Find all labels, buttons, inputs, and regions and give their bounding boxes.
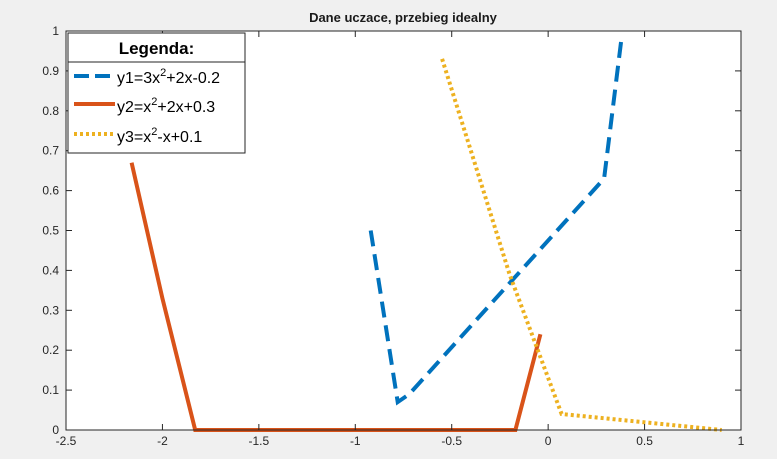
legend-entry-y1-base: y1=3x bbox=[117, 70, 160, 87]
legend-entry-y3: y3=x2-x+0.1 bbox=[117, 126, 202, 146]
legend-entry-y1-sup: 2 bbox=[160, 67, 166, 79]
legend-title: Legenda: bbox=[119, 39, 195, 58]
legend-box bbox=[67, 32, 246, 154]
x-tick-label: -2.5 bbox=[56, 434, 77, 448]
y-tick-label: 0.8 bbox=[42, 104, 59, 118]
legend-entry-y2-sup: 2 bbox=[151, 96, 157, 108]
y-tick-label: 0.2 bbox=[42, 343, 59, 357]
x-tick-label: -1.5 bbox=[249, 434, 270, 448]
y-tick-label: 0.7 bbox=[42, 144, 59, 158]
x-tick-label: -2 bbox=[157, 434, 168, 448]
legend-entry-y3-sup: 2 bbox=[151, 126, 157, 138]
y-tick-label: 0 bbox=[52, 423, 59, 437]
x-axis: -2.5 -2 -1.5 -1 -0.5 0 0.5 1 bbox=[56, 31, 745, 448]
y-tick-label: 1 bbox=[52, 24, 59, 38]
x-tick-label: 0 bbox=[545, 434, 552, 448]
y-tick-label: 0.5 bbox=[42, 224, 59, 238]
legend-entry-y2: y2=x2+2x+0.3 bbox=[117, 96, 215, 116]
legend-entry-y2-rest: +2x+0.3 bbox=[157, 99, 215, 116]
y-tick-label: 0.9 bbox=[42, 64, 59, 78]
y-tick-label: 0.4 bbox=[42, 263, 59, 277]
y-tick-label: 0.1 bbox=[42, 383, 59, 397]
legend-entry-y1: y1=3x2+2x-0.2 bbox=[117, 67, 220, 87]
y-tick-label: 0.6 bbox=[42, 184, 59, 198]
chart-title: Dane uczace, przebieg idealny bbox=[309, 10, 498, 25]
legend-entry-y2-base: y2=x bbox=[117, 99, 151, 116]
legend-entry-y3-rest: -x+0.1 bbox=[157, 129, 202, 146]
legend-entry-y3-base: y3=x bbox=[117, 129, 151, 146]
y-tick-label: 0.3 bbox=[42, 303, 59, 317]
x-tick-label: -1 bbox=[350, 434, 361, 448]
legend-entry-y1-rest: +2x-0.2 bbox=[166, 70, 220, 87]
series-line-y3 bbox=[440, 58, 722, 432]
x-tick-label: 0.5 bbox=[636, 434, 653, 448]
x-tick-label: -0.5 bbox=[441, 434, 462, 448]
y-axis: 0 0.1 0.2 0.3 0.4 0.5 0.6 0.7 0.8 0.9 1 bbox=[42, 24, 741, 437]
legend: Legenda: y1=3x2+2x-0.2 y2=x2+2x+0.3 y3=x… bbox=[67, 32, 246, 154]
x-tick-label: 1 bbox=[738, 434, 745, 448]
